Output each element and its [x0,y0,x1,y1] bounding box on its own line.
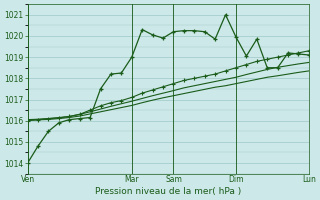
X-axis label: Pression niveau de la mer( hPa ): Pression niveau de la mer( hPa ) [95,187,241,196]
